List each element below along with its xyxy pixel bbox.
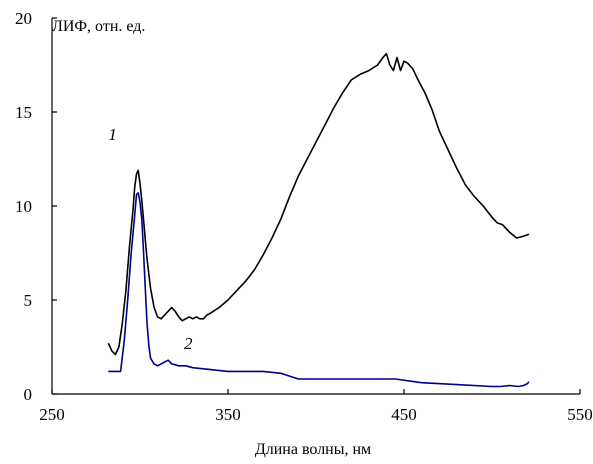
axes: 0 5 10 15 20 250 350 450 550 bbox=[15, 9, 593, 424]
y-axis-title: ЛИФ, отн. ед. bbox=[52, 18, 145, 35]
x-axis-title: Длина волны, нм bbox=[255, 441, 371, 458]
series-layer: 12 bbox=[107, 52, 530, 388]
y-tick-label: 10 bbox=[15, 197, 32, 216]
series-label-1: 1 bbox=[108, 125, 117, 144]
x-tick-label: 450 bbox=[391, 405, 417, 424]
x-tick-label: 550 bbox=[567, 405, 593, 424]
series-line-1 bbox=[107, 52, 530, 356]
x-tick-label: 350 bbox=[215, 405, 241, 424]
x-tick-label: 250 bbox=[39, 405, 65, 424]
y-tick-label: 0 bbox=[24, 385, 33, 404]
y-tick-label: 5 bbox=[24, 291, 33, 310]
series-line-2 bbox=[108, 192, 530, 388]
series-label-2: 2 bbox=[184, 334, 193, 353]
y-tick-label: 20 bbox=[15, 9, 32, 28]
y-tick-label: 15 bbox=[15, 103, 32, 122]
